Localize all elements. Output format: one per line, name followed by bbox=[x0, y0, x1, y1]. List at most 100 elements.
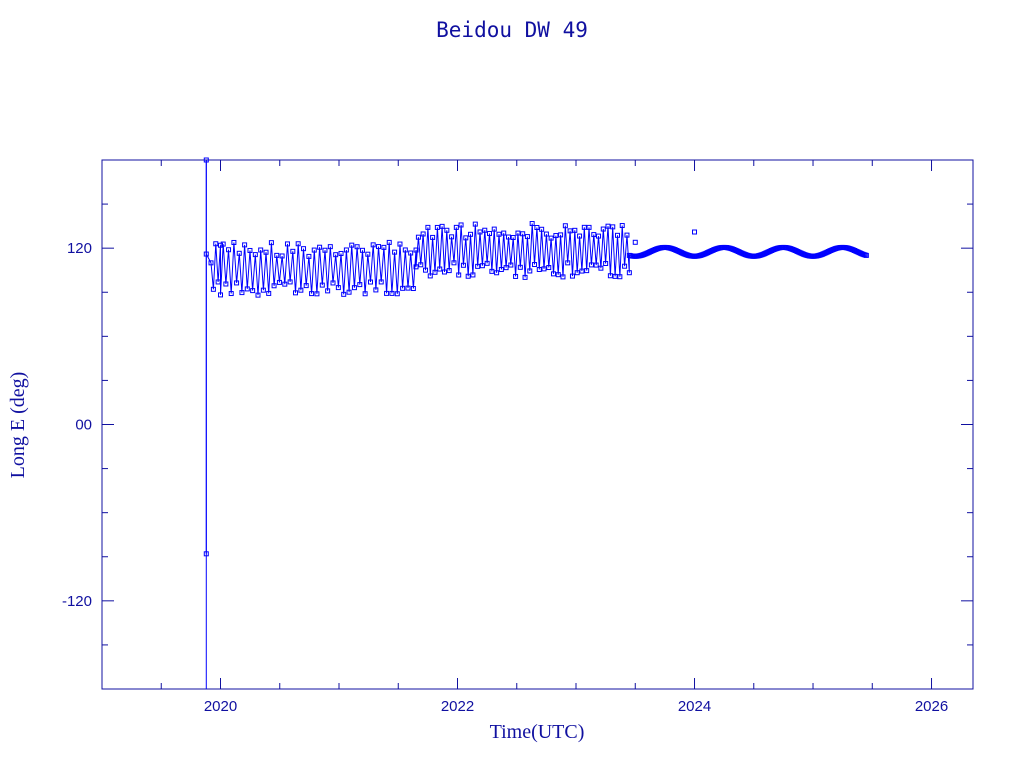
data-point bbox=[319, 282, 325, 288]
data-point bbox=[228, 291, 234, 297]
data-point bbox=[218, 292, 224, 298]
data-point bbox=[266, 290, 272, 296]
x-tick-label: 2024 bbox=[678, 698, 711, 715]
data-point bbox=[482, 227, 488, 233]
data-point bbox=[263, 249, 269, 255]
data-point bbox=[465, 273, 471, 279]
data-point bbox=[250, 288, 256, 294]
x-tick-label: 2022 bbox=[441, 698, 474, 715]
data-point bbox=[405, 285, 411, 291]
data-point bbox=[472, 221, 478, 227]
data-point bbox=[367, 279, 373, 285]
data-point bbox=[508, 262, 514, 268]
data-point bbox=[527, 268, 533, 274]
data-point bbox=[357, 282, 363, 288]
data-point bbox=[498, 266, 504, 272]
data-point bbox=[539, 226, 545, 232]
data-point bbox=[274, 252, 280, 258]
data-point bbox=[276, 279, 282, 285]
data-point bbox=[446, 268, 452, 274]
data-point bbox=[309, 291, 315, 297]
data-point bbox=[441, 269, 447, 275]
data-point bbox=[586, 224, 592, 230]
data-point bbox=[359, 247, 365, 253]
data-point bbox=[432, 269, 438, 275]
data-point bbox=[317, 244, 323, 250]
data-point bbox=[456, 272, 462, 278]
data-point bbox=[423, 267, 429, 273]
data-point bbox=[863, 252, 869, 258]
data-point bbox=[400, 285, 406, 291]
data-point bbox=[458, 222, 464, 228]
data-point bbox=[386, 239, 392, 245]
data-point bbox=[218, 242, 224, 248]
data-point bbox=[425, 224, 431, 230]
data-point bbox=[333, 252, 339, 258]
data-point bbox=[513, 273, 519, 279]
data-point bbox=[293, 290, 299, 296]
data-point bbox=[284, 241, 290, 247]
data-point bbox=[543, 231, 549, 237]
data-point bbox=[298, 287, 304, 293]
data-point bbox=[603, 260, 609, 266]
data-point bbox=[463, 235, 469, 241]
data-point bbox=[553, 233, 559, 239]
data-point bbox=[370, 242, 376, 248]
data-point bbox=[260, 287, 266, 293]
data-point bbox=[524, 234, 530, 240]
data-point bbox=[408, 250, 414, 256]
data-point bbox=[577, 233, 583, 239]
data-point bbox=[453, 224, 459, 230]
data-point bbox=[584, 268, 590, 274]
data-point bbox=[373, 287, 379, 293]
data-point bbox=[692, 229, 698, 235]
data-point bbox=[239, 290, 245, 296]
data-point bbox=[610, 224, 616, 230]
data-point bbox=[415, 234, 421, 240]
data-point bbox=[271, 283, 277, 289]
data-point bbox=[574, 270, 580, 276]
data-point bbox=[413, 247, 419, 253]
data-point bbox=[258, 247, 264, 253]
data-point bbox=[579, 268, 585, 274]
data-point bbox=[376, 244, 382, 250]
data-point bbox=[468, 231, 474, 237]
data-point bbox=[234, 280, 240, 286]
y-tick-label: 00 bbox=[75, 417, 92, 434]
data-point bbox=[622, 263, 628, 269]
data-point bbox=[402, 247, 408, 253]
data-point bbox=[560, 274, 566, 280]
data-point bbox=[624, 232, 630, 238]
data-point bbox=[213, 241, 219, 247]
data-point bbox=[550, 271, 556, 277]
data-point bbox=[593, 262, 599, 268]
data-point bbox=[434, 224, 440, 230]
data-point bbox=[510, 235, 516, 241]
data-point bbox=[555, 272, 561, 278]
data-point bbox=[208, 260, 214, 266]
data-point bbox=[529, 221, 535, 227]
data-point bbox=[392, 249, 398, 255]
data-point bbox=[515, 230, 521, 236]
x-axis-label: Time(UTC) bbox=[490, 721, 585, 743]
y-tick-label: -120 bbox=[62, 593, 92, 610]
data-point bbox=[591, 232, 597, 238]
data-point bbox=[381, 244, 387, 250]
data-point bbox=[343, 247, 349, 253]
data-point bbox=[354, 244, 360, 250]
data-point bbox=[546, 265, 552, 271]
data-point bbox=[231, 239, 237, 245]
data-point bbox=[505, 234, 511, 240]
data-point bbox=[282, 281, 288, 287]
data-point bbox=[598, 265, 604, 271]
data-point bbox=[330, 280, 336, 286]
data-point bbox=[572, 227, 578, 233]
data-point bbox=[420, 231, 426, 237]
data-point bbox=[612, 273, 618, 279]
series-line bbox=[205, 160, 867, 554]
axis-tick-labels: 2020 2022 2024 2026 -120 00 120 bbox=[62, 240, 948, 715]
data-point bbox=[220, 241, 226, 247]
data-point bbox=[581, 224, 587, 230]
data-series bbox=[203, 157, 869, 689]
data-point bbox=[614, 232, 620, 238]
